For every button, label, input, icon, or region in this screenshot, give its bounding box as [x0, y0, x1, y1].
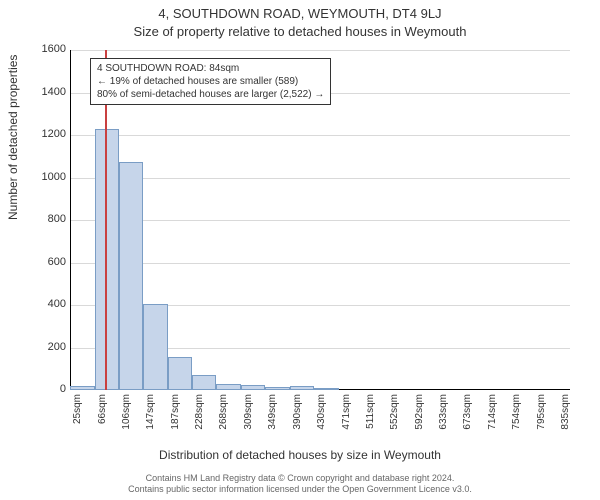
x-tick-label: 106sqm: [121, 394, 132, 434]
x-tick-label: 309sqm: [243, 394, 254, 434]
y-tick-label: 800: [6, 213, 66, 225]
x-tick-label: 754sqm: [511, 394, 522, 434]
footer-line-1: Contains HM Land Registry data © Crown c…: [0, 473, 600, 485]
x-tick-label: 471sqm: [341, 394, 352, 434]
y-tick-label: 1600: [6, 43, 66, 55]
title-line-1: 4, SOUTHDOWN ROAD, WEYMOUTH, DT4 9LJ: [0, 6, 600, 21]
histogram-bar: [216, 384, 241, 390]
x-tick-label: 187sqm: [170, 394, 181, 434]
histogram-bar: [241, 385, 265, 390]
x-tick-label: 268sqm: [218, 394, 229, 434]
histogram-bar: [70, 386, 95, 390]
histogram-bar: [265, 387, 290, 390]
chart-container: 4, SOUTHDOWN ROAD, WEYMOUTH, DT4 9LJ Siz…: [0, 0, 600, 500]
gridline: [70, 263, 570, 264]
x-tick-label: 390sqm: [292, 394, 303, 434]
info-box-line-1: 4 SOUTHDOWN ROAD: 84sqm: [97, 62, 324, 75]
info-box-line-3: 80% of semi-detached houses are larger (…: [97, 88, 324, 101]
x-tick-label: 430sqm: [316, 394, 327, 434]
footer: Contains HM Land Registry data © Crown c…: [0, 473, 600, 496]
gridline: [70, 135, 570, 136]
info-box-line-2: ← 19% of detached houses are smaller (58…: [97, 75, 324, 88]
histogram-bar: [290, 386, 314, 390]
x-tick-label: 552sqm: [389, 394, 400, 434]
gridline: [70, 220, 570, 221]
gridline: [70, 178, 570, 179]
x-tick-label: 633sqm: [438, 394, 449, 434]
histogram-bar: [143, 304, 167, 390]
x-tick-label: 511sqm: [365, 394, 376, 434]
gridline: [70, 50, 570, 51]
y-axis-line: [70, 50, 71, 390]
histogram-bar: [314, 388, 339, 390]
histogram-bar: [192, 375, 216, 390]
histogram-bar: [95, 129, 119, 390]
x-tick-label: 349sqm: [267, 394, 278, 434]
x-tick-label: 795sqm: [536, 394, 547, 434]
x-tick-label: 228sqm: [194, 394, 205, 434]
x-tick-label: 714sqm: [487, 394, 498, 434]
x-axis-label: Distribution of detached houses by size …: [0, 448, 600, 462]
x-tick-label: 592sqm: [414, 394, 425, 434]
x-tick-label: 66sqm: [97, 394, 108, 434]
x-tick-label: 147sqm: [145, 394, 156, 434]
footer-line-2: Contains public sector information licen…: [0, 484, 600, 496]
info-box: 4 SOUTHDOWN ROAD: 84sqm ← 19% of detache…: [90, 58, 331, 105]
histogram-bar: [119, 162, 144, 390]
x-tick-label: 673sqm: [462, 394, 473, 434]
y-tick-label: 0: [6, 383, 66, 395]
y-tick-label: 200: [6, 341, 66, 353]
y-tick-label: 1400: [6, 86, 66, 98]
x-tick-label: 835sqm: [560, 394, 571, 434]
y-tick-label: 1000: [6, 171, 66, 183]
y-tick-label: 600: [6, 256, 66, 268]
x-tick-label: 25sqm: [72, 394, 83, 434]
y-tick-label: 1200: [6, 128, 66, 140]
title-line-2: Size of property relative to detached ho…: [0, 24, 600, 39]
y-tick-label: 400: [6, 298, 66, 310]
histogram-bar: [168, 357, 193, 390]
